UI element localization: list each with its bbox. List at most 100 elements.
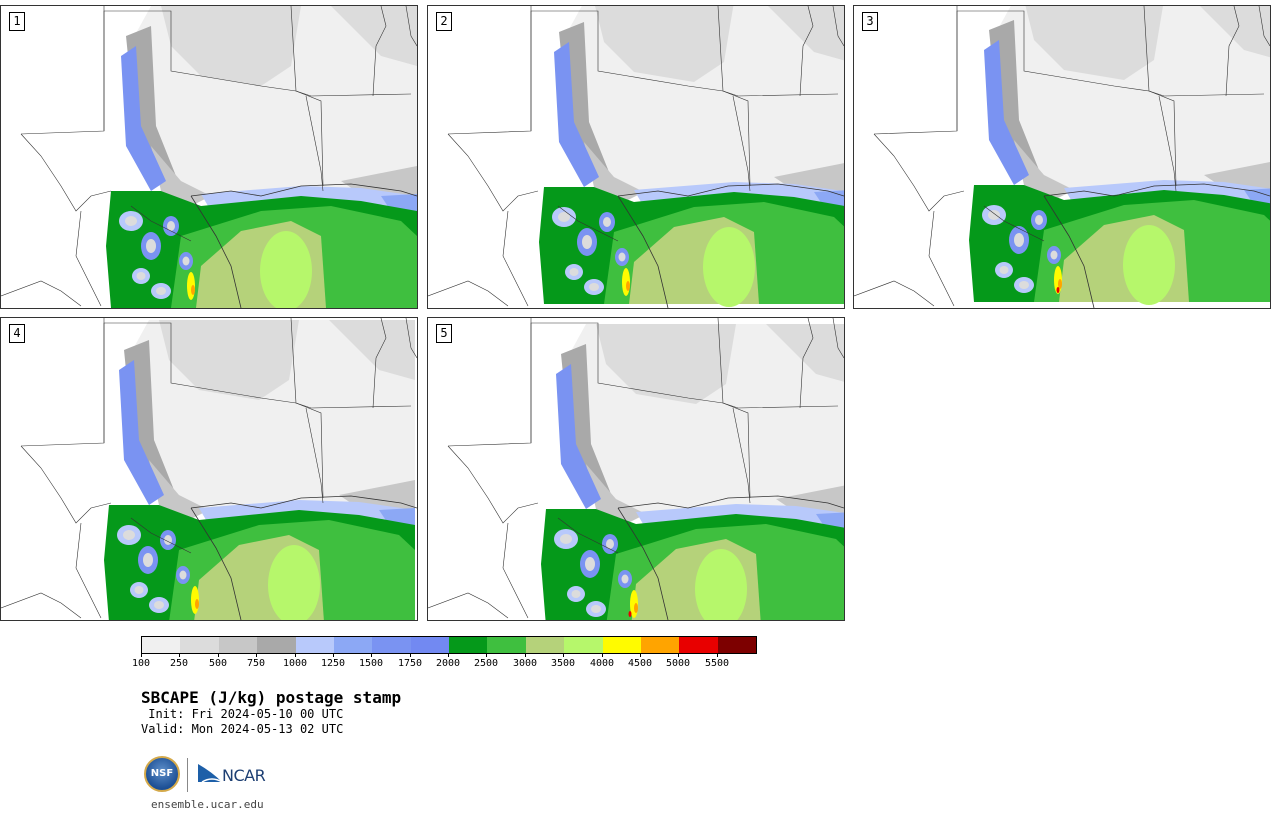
panel-2: 2 xyxy=(427,5,845,309)
convective-cell xyxy=(123,530,135,540)
convective-cell xyxy=(143,553,153,567)
convective-cell xyxy=(589,283,599,291)
state-border-line xyxy=(447,6,532,135)
state-border-line xyxy=(130,205,192,242)
colorbar-tick-label: 250 xyxy=(169,658,189,669)
state-border-line xyxy=(447,318,532,447)
cape-map-2 xyxy=(428,6,844,308)
convective-cell xyxy=(582,235,592,249)
moderate-cape-band xyxy=(556,364,601,509)
panel-5: 5 xyxy=(427,317,845,621)
state-border-line xyxy=(983,205,1045,242)
convective-cell xyxy=(988,210,1000,220)
colorbar-segment xyxy=(717,637,756,653)
moderate-cape-band xyxy=(121,46,166,191)
state-border-line xyxy=(447,133,539,212)
cape-hotspot xyxy=(191,285,195,295)
convective-cell xyxy=(167,221,175,231)
colorbar-tick xyxy=(218,653,219,657)
state-border-line xyxy=(1,592,82,619)
convective-cell xyxy=(591,605,601,613)
colorbar-tick-label: 1500 xyxy=(358,658,384,669)
low-cape-region xyxy=(559,22,609,177)
colorbar-segment xyxy=(257,637,296,653)
colorbar-tick xyxy=(563,653,564,657)
cape-hotspot xyxy=(1056,287,1060,293)
logo-group: NSF NCAR xyxy=(144,756,284,796)
cape-field xyxy=(104,320,415,620)
low-cape-region xyxy=(989,20,1039,175)
convective-cell xyxy=(621,574,629,584)
colorbar-tick xyxy=(486,653,487,657)
extreme-cape-core xyxy=(1123,225,1175,305)
state-border-line xyxy=(832,6,844,47)
panel-number: 2 xyxy=(436,12,452,31)
colorbar-tick xyxy=(141,653,142,657)
state-border-line xyxy=(1158,95,1177,192)
colorbar-tick-label: 4500 xyxy=(627,658,653,669)
state-border-line xyxy=(305,95,324,192)
low-cape-region xyxy=(596,324,736,404)
low-cape-region xyxy=(331,6,417,66)
convective-cell xyxy=(999,266,1009,274)
colorbar-segment xyxy=(142,637,181,653)
coastline xyxy=(617,495,844,509)
state-border-line xyxy=(732,95,751,192)
colorbar-tick-label: 1750 xyxy=(397,658,423,669)
colorbar-segment xyxy=(640,637,680,653)
cape-hotspot xyxy=(1058,279,1062,289)
state-border-line xyxy=(1,280,82,307)
colorbar-tick xyxy=(717,653,718,657)
state-border-line xyxy=(530,10,751,187)
colorbar-segment xyxy=(449,637,488,653)
colorbar-tick xyxy=(371,653,372,657)
colorbar-segment xyxy=(333,637,373,653)
cape-map-5 xyxy=(428,318,844,620)
colorbar-tick-label: 4000 xyxy=(589,658,615,669)
cape-hotspot xyxy=(195,599,199,609)
state-border-line xyxy=(290,6,412,97)
low-cape-region xyxy=(1014,140,1074,200)
chart-title: SBCAPE (J/kg) postage stamp xyxy=(141,688,402,707)
colorbar-tick xyxy=(525,653,526,657)
low-cape-region xyxy=(126,26,176,181)
low-cape-region xyxy=(595,6,734,82)
state-border-line xyxy=(75,210,102,307)
coastline xyxy=(617,195,669,308)
convective-cell xyxy=(156,287,166,295)
site-url[interactable]: ensemble.ucar.edu xyxy=(151,798,264,811)
init-time: Init: Fri 2024-05-10 00 UTC xyxy=(141,707,344,721)
state-border-line xyxy=(832,318,844,359)
panel-1: 1 xyxy=(0,5,418,309)
cape-hotspot xyxy=(626,281,630,291)
colorbar-tick-label: 1250 xyxy=(320,658,346,669)
colorbar-segment xyxy=(602,637,641,653)
colorbar-segment xyxy=(564,637,603,653)
state-border-line xyxy=(20,133,112,212)
panel-number: 3 xyxy=(862,12,878,31)
colorbar-tick-label: 5000 xyxy=(665,658,691,669)
extreme-cape-core xyxy=(260,231,312,308)
state-border-line xyxy=(130,517,192,554)
colorbar-tick-label: 1000 xyxy=(282,658,308,669)
colorbar-segment xyxy=(372,637,411,653)
state-border-line xyxy=(956,10,1177,187)
panel-number: 5 xyxy=(436,324,452,343)
coastline xyxy=(617,183,844,197)
colorbar-tick xyxy=(448,653,449,657)
low-cape-region xyxy=(329,320,415,380)
logo-divider xyxy=(187,758,188,792)
colorbar-tick-label: 2000 xyxy=(435,658,461,669)
cape-map-4 xyxy=(1,318,417,620)
low-cape-region xyxy=(151,146,211,206)
nsf-logo: NSF xyxy=(144,756,180,792)
convective-cell xyxy=(571,590,581,598)
convective-cell xyxy=(154,601,164,609)
cape-hotspot xyxy=(634,603,638,613)
state-border-line xyxy=(372,318,387,409)
low-cape-region xyxy=(1025,6,1163,80)
state-border-line xyxy=(405,6,417,47)
cape-field xyxy=(539,6,844,307)
convective-cell xyxy=(558,212,570,222)
state-border-line xyxy=(557,205,619,242)
